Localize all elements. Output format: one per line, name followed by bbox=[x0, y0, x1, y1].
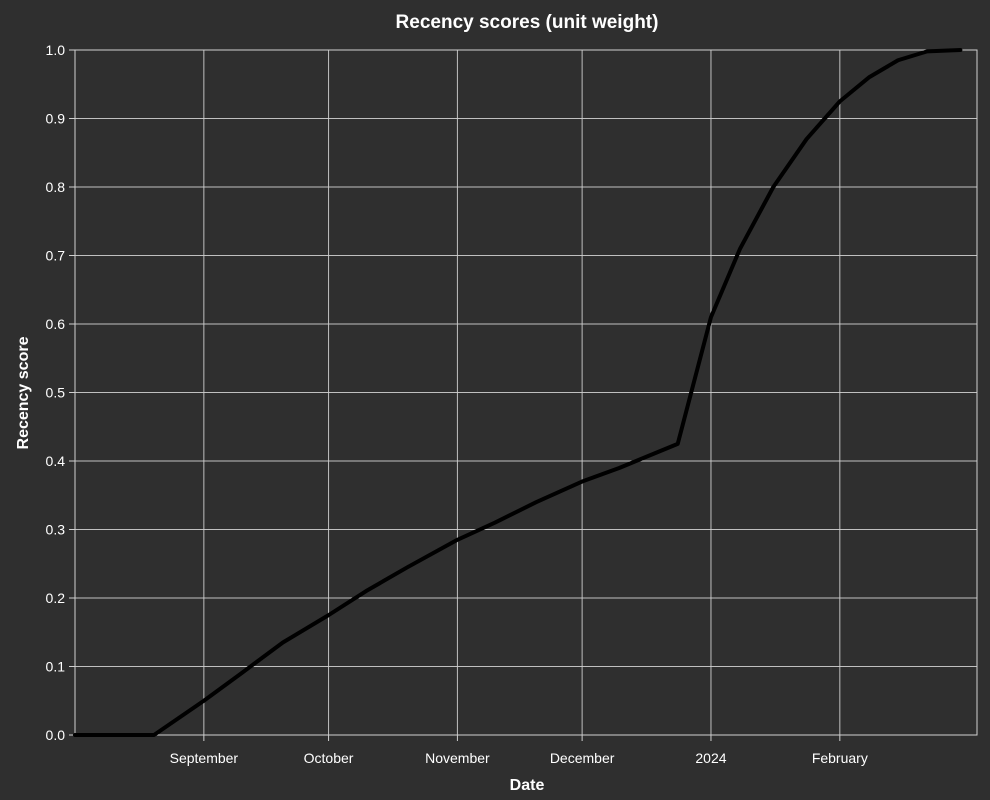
x-tick-labels: September October November December 2024 Febr… bbox=[170, 735, 868, 766]
y-tick-label: 0.0 bbox=[46, 727, 66, 743]
y-tick-label: 0.3 bbox=[46, 522, 66, 538]
x-axis-label: Date bbox=[510, 777, 545, 794]
y-grid-lines bbox=[75, 49, 977, 736]
x-grid-lines bbox=[203, 50, 841, 735]
y-tick-label: 0.4 bbox=[46, 453, 66, 469]
x-tick-label: February bbox=[812, 750, 868, 766]
y-axis-label: Recency score bbox=[15, 336, 32, 449]
y-tick-label: 0.9 bbox=[46, 111, 66, 127]
x-tick-label: October bbox=[304, 750, 354, 766]
chart-title: Recency scores (unit weight) bbox=[396, 12, 659, 33]
y-tick-label: 0.6 bbox=[46, 316, 66, 332]
y-tick-label: 0.5 bbox=[46, 385, 66, 401]
y-tick-label: 1.0 bbox=[46, 42, 66, 58]
x-tick-label: September bbox=[170, 750, 239, 766]
x-tick-label: December bbox=[550, 750, 615, 766]
y-tick-labels: 0.0 0.1 0.2 0.3 0.4 0.5 0.6 0.7 0.8 0.9 1.0 bbox=[46, 42, 75, 743]
y-tick-label: 0.8 bbox=[46, 179, 66, 195]
y-tick-label: 0.7 bbox=[46, 248, 66, 264]
x-tick-label: 2024 bbox=[695, 750, 726, 766]
x-tick-label: November bbox=[425, 750, 490, 766]
series-line bbox=[73, 48, 963, 737]
y-tick-label: 0.2 bbox=[46, 590, 66, 606]
y-tick-label: 0.1 bbox=[46, 659, 66, 675]
